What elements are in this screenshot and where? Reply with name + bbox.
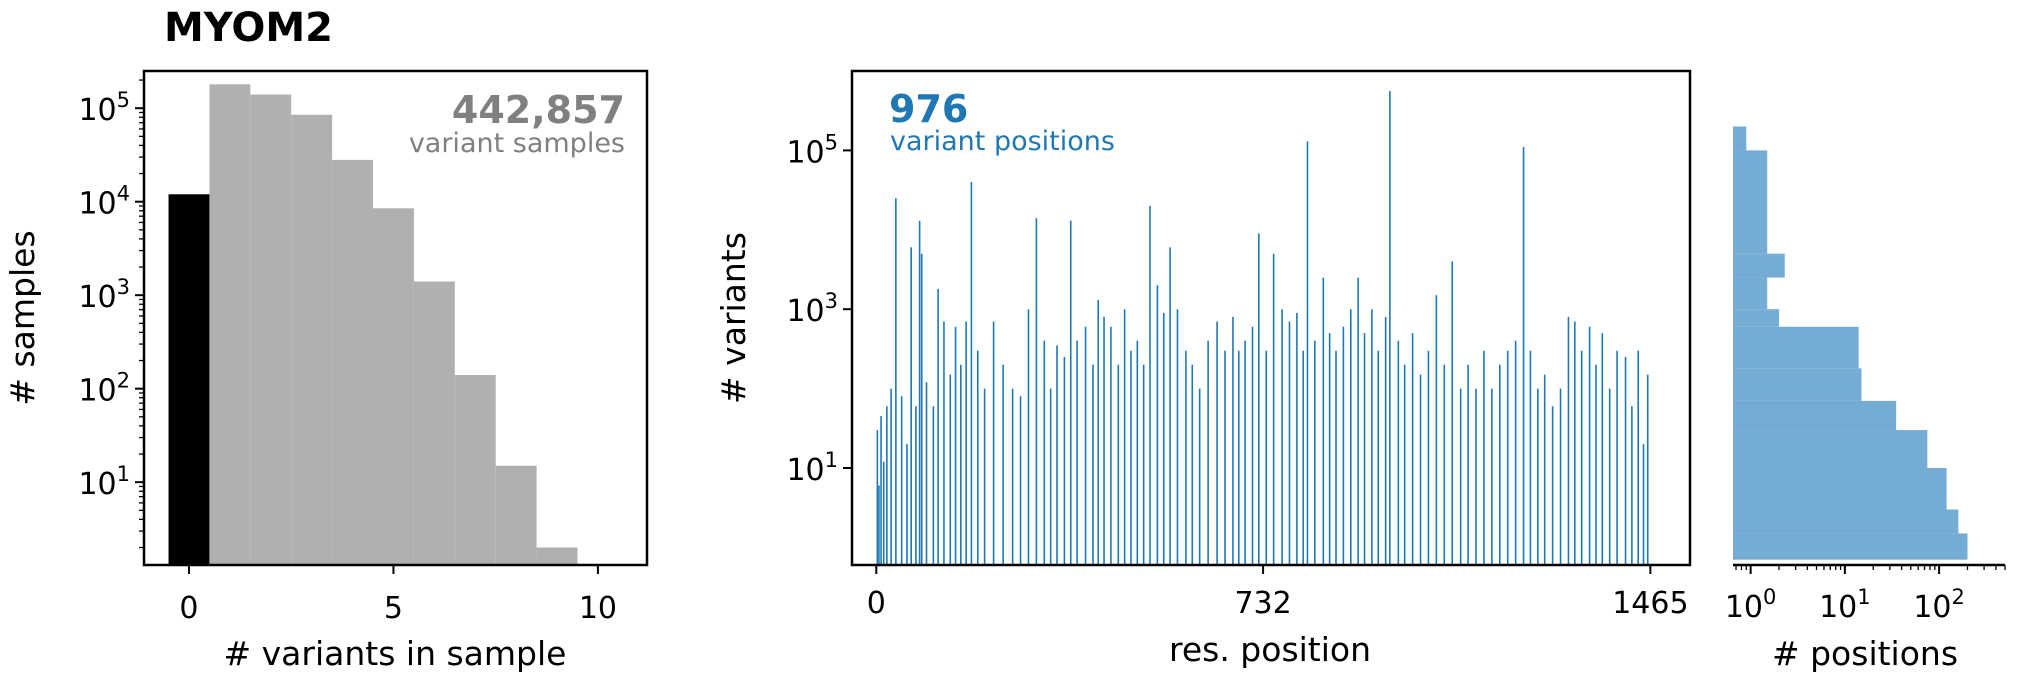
x-tick-label: 10: [579, 591, 617, 626]
y-tick-label: 104: [78, 182, 130, 222]
variants-x-axis-label: res. position: [1169, 630, 1371, 669]
histogram-bar: [413, 281, 455, 565]
figure-title: MYOM2: [164, 5, 333, 51]
histogram-bar: [495, 465, 537, 565]
positions-histogram-panel: 100 101 102 # positions: [1725, 126, 2006, 673]
samples-y-axis-label: # samples: [3, 230, 42, 405]
samples-x-axis-label: # variants in sample: [224, 634, 567, 673]
y-tick-label: 105: [786, 130, 838, 170]
samples-histogram-frame: [142, 69, 649, 567]
positions-bar: [1733, 326, 1859, 369]
positions-bar: [1733, 430, 1928, 468]
positions-bar: [1733, 126, 1747, 151]
positions-annotation-label: variant positions: [890, 126, 1115, 157]
histogram-bar: [291, 114, 333, 565]
y-tick-label: 102: [78, 369, 130, 409]
x-tick-label: 102: [1913, 585, 1965, 625]
x-tick-label: 101: [1819, 585, 1871, 625]
samples-histogram-panel: 0 5 10 101 102 103 104 105 442,857 variant samp…: [3, 69, 649, 673]
samples-histogram-ticks: 0 5 10 101 102 103 104 105: [78, 79, 617, 626]
x-tick-label: 5: [384, 591, 403, 626]
positions-bar: [1733, 277, 1768, 310]
variants-by-position-frame: [850, 69, 1692, 567]
positions-histogram-ticks: 100 101 102: [1725, 563, 2006, 625]
x-tick-label: 0: [867, 586, 886, 621]
positions-bar: [1733, 467, 1947, 510]
variants-by-position-bars: [876, 90, 1649, 565]
positions-x-axis-label: # positions: [1772, 634, 1958, 673]
y-tick-label: 101: [786, 448, 838, 488]
variants-y-axis-label: # variants: [714, 232, 753, 404]
positions-histogram-bars: [1733, 126, 1968, 560]
x-tick-label: 100: [1725, 585, 1777, 625]
y-tick-label: 101: [78, 462, 130, 502]
x-tick-label: 1465: [1612, 586, 1688, 621]
positions-bar: [1733, 368, 1862, 401]
positions-bar: [1733, 150, 1768, 254]
histogram-bar: [168, 194, 210, 566]
x-tick-label: 0: [179, 591, 198, 626]
histogram-bar: [250, 94, 292, 565]
histogram-bar: [373, 208, 414, 565]
positions-bar: [1733, 533, 1968, 560]
histogram-bar: [332, 159, 374, 565]
samples-histogram-bars: [168, 84, 578, 566]
histogram-bar: [454, 375, 496, 565]
y-tick-label: 105: [78, 88, 130, 128]
positions-annotation-value: 976: [889, 87, 968, 131]
positions-bar: [1733, 400, 1897, 431]
histogram-bar: [536, 547, 578, 565]
samples-annotation-label: variant samples: [409, 128, 625, 159]
samples-annotation-value: 442,857: [452, 88, 625, 132]
positions-bar: [1733, 509, 1959, 534]
variants-by-position-ticks: 0 732 1465 101 103 105: [786, 130, 1688, 621]
y-tick-label: 103: [786, 289, 838, 329]
x-tick-label: 732: [1234, 586, 1291, 621]
positions-bar: [1733, 309, 1780, 327]
histogram-bar: [209, 84, 251, 566]
positions-bar: [1733, 253, 1785, 278]
y-tick-label: 103: [78, 275, 130, 315]
